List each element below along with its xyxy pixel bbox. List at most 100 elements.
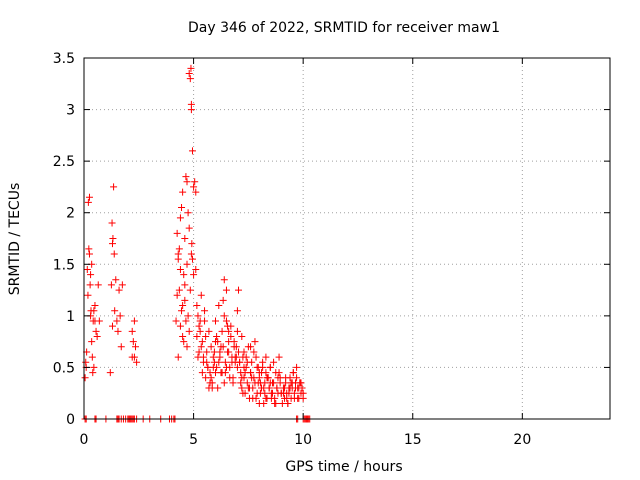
- data-point: [89, 369, 97, 377]
- x-tick-label: 15: [404, 432, 422, 448]
- data-point: [197, 291, 205, 299]
- data-point: [243, 358, 251, 366]
- x-axis-label: GPS time / hours: [285, 459, 402, 475]
- data-point: [201, 317, 209, 325]
- data-point: [193, 332, 201, 340]
- data-point: [201, 307, 209, 315]
- x-tick-label: 5: [189, 432, 198, 448]
- data-point: [87, 271, 95, 279]
- data-point: [247, 343, 255, 351]
- data-point: [209, 353, 217, 361]
- data-point: [222, 286, 230, 294]
- data-point: [181, 235, 189, 242]
- data-point: [203, 358, 211, 366]
- data-point: [91, 302, 99, 310]
- data-point: [256, 379, 264, 387]
- data-point: [195, 322, 203, 330]
- data-point: [239, 389, 247, 397]
- y-tick-label: 0: [66, 412, 75, 428]
- data-point: [272, 400, 280, 408]
- data-point: [220, 312, 228, 320]
- data-point: [266, 363, 274, 371]
- data-point: [184, 312, 192, 320]
- x-tick-label: 10: [294, 432, 312, 448]
- data-point: [222, 317, 230, 325]
- data-point: [178, 204, 186, 212]
- data-point: [176, 265, 184, 273]
- data-point: [238, 332, 246, 340]
- data-point: [190, 271, 198, 279]
- data-point: [299, 389, 307, 397]
- data-point: [214, 384, 222, 392]
- data-point: [181, 281, 189, 289]
- data-point: [113, 317, 121, 325]
- data-point: [240, 363, 248, 371]
- data-point: [207, 343, 215, 351]
- data-point: [228, 358, 236, 366]
- data-point: [175, 245, 183, 253]
- data-point: [237, 379, 245, 387]
- data-point: [108, 219, 116, 227]
- data-point: [183, 178, 191, 186]
- data-point: [215, 302, 223, 310]
- data-point: [198, 338, 206, 346]
- data-point: [118, 281, 126, 289]
- data-point: [259, 358, 267, 366]
- data-point: [270, 379, 278, 387]
- data-points: [81, 64, 314, 423]
- data-point: [240, 348, 248, 356]
- data-point: [291, 384, 299, 392]
- data-point: [180, 271, 188, 279]
- data-point: [111, 307, 119, 315]
- data-point: [265, 384, 273, 392]
- data-point: [185, 327, 193, 335]
- data-point: [207, 374, 215, 382]
- data-point: [88, 338, 96, 346]
- data-point: [224, 348, 232, 356]
- data-point: [230, 343, 238, 351]
- data-point: [84, 198, 92, 206]
- data-point: [85, 250, 93, 258]
- data-point: [188, 147, 196, 155]
- data-point: [202, 332, 210, 340]
- data-point: [294, 394, 302, 402]
- y-tick-label: 1: [66, 309, 75, 325]
- data-point: [86, 281, 94, 289]
- x-tick-label: 0: [80, 432, 89, 448]
- data-point: [227, 332, 235, 340]
- data-point: [183, 260, 191, 268]
- data-point: [185, 224, 193, 232]
- data-point: [130, 317, 138, 325]
- data-point: [184, 209, 192, 217]
- data-point: [245, 384, 253, 392]
- data-point: [192, 265, 200, 273]
- data-point: [173, 229, 181, 237]
- data-point: [194, 312, 202, 320]
- data-point: [260, 400, 268, 408]
- data-point: [251, 338, 259, 346]
- data-point: [85, 245, 93, 253]
- data-point: [188, 240, 196, 248]
- data-point: [176, 322, 184, 330]
- data-point: [270, 358, 278, 366]
- data-point: [242, 353, 250, 361]
- data-point: [220, 379, 228, 387]
- data-point: [236, 358, 244, 366]
- data-point: [183, 343, 191, 351]
- x-tick-labels: 0 5 10 15 20: [80, 432, 532, 448]
- data-point: [187, 250, 195, 258]
- data-point: [221, 358, 229, 366]
- data-point: [197, 343, 205, 351]
- data-point: [181, 296, 189, 304]
- y-tick-label: 2: [66, 206, 75, 222]
- data-point: [198, 369, 206, 377]
- data-point: [108, 322, 116, 330]
- data-point: [227, 322, 235, 330]
- data-point: [252, 353, 260, 361]
- data-point: [130, 353, 138, 361]
- data-point: [287, 379, 295, 387]
- data-point: [190, 183, 198, 191]
- data-point: [196, 327, 204, 335]
- data-point: [114, 327, 122, 335]
